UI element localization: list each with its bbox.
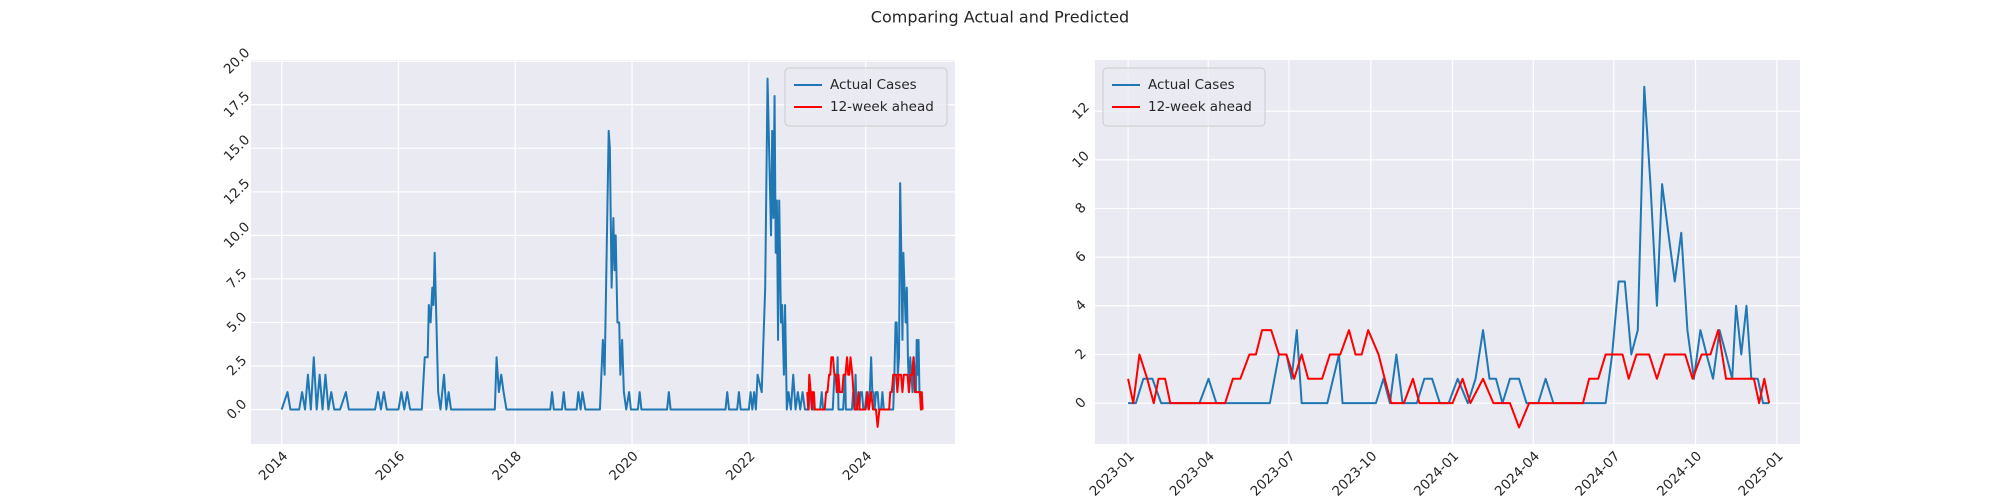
x-tick-label: 2023-10 <box>1329 448 1380 499</box>
x-tick-label: 2022 <box>723 448 759 484</box>
y-tick-label: 8 <box>1072 200 1089 217</box>
subplot: 0.0 2.5 5.0 7.5 10.0 12.5 15.0 17.5 20.0 2014 2016… <box>221 45 955 484</box>
data-line <box>280 77 923 411</box>
x-tick-label: 2018 <box>489 448 525 484</box>
x-tick-label: 2020 <box>606 448 642 484</box>
y-tick-label: 20.0 <box>221 45 254 78</box>
x-tick-label: 2023-04 <box>1167 448 1218 499</box>
x-tick-label: 2024-07 <box>1572 448 1623 499</box>
x-tick-label: 2016 <box>373 448 409 484</box>
series-group <box>280 77 924 428</box>
y-tick-label: 2 <box>1072 346 1089 363</box>
series-group <box>1127 85 1771 429</box>
x-tick-label: 2023-07 <box>1247 448 1298 499</box>
y-tick-label: 4 <box>1072 297 1089 314</box>
figure-title: Comparing Actual and Predicted <box>871 8 1129 27</box>
legend-label: 12-week ahead <box>1148 99 1252 115</box>
x-tick-label: 2014 <box>256 448 292 484</box>
legend: Actual Cases 12-week ahead <box>784 67 948 127</box>
y-tick-label: 2.5 <box>224 353 251 380</box>
y-tick-label: 10 <box>1069 148 1092 171</box>
y-tick-label: 10.0 <box>221 219 254 252</box>
y-tick-label: 6 <box>1072 248 1089 265</box>
x-tick-label: 2025-01 <box>1735 448 1786 499</box>
legend-label: 12-week ahead <box>830 99 934 115</box>
x-tick-label: 2024-04 <box>1492 448 1543 499</box>
subplot: 0 2 4 6 8 10 12 2023-01 2023-04 2023-07 2023-10 202… <box>1069 60 1800 500</box>
legend-box <box>784 67 948 127</box>
y-tick-label: 15.0 <box>221 132 254 165</box>
x-tick-label: 2024 <box>840 448 876 484</box>
y-tick-label: 7.5 <box>224 266 251 293</box>
y-tick-label: 0 <box>1072 394 1089 411</box>
x-tick-label: 2023-01 <box>1087 448 1138 499</box>
y-tick-label: 17.5 <box>221 88 254 121</box>
legend-label: Actual Cases <box>830 77 917 93</box>
y-tick-label: 5.0 <box>224 309 251 336</box>
y-tick-label: 12 <box>1069 99 1092 122</box>
y-tick-label: 0.0 <box>224 396 251 423</box>
x-tick-label: 2024-10 <box>1654 448 1705 499</box>
legend-label: Actual Cases <box>1148 77 1235 93</box>
legend: Actual Cases 12-week ahead <box>1102 67 1266 127</box>
y-tick-label: 12.5 <box>221 176 254 209</box>
x-tick-label: 2024-01 <box>1411 448 1462 499</box>
data-line <box>1127 329 1771 429</box>
legend-box <box>1102 67 1266 127</box>
data-line <box>806 356 924 428</box>
